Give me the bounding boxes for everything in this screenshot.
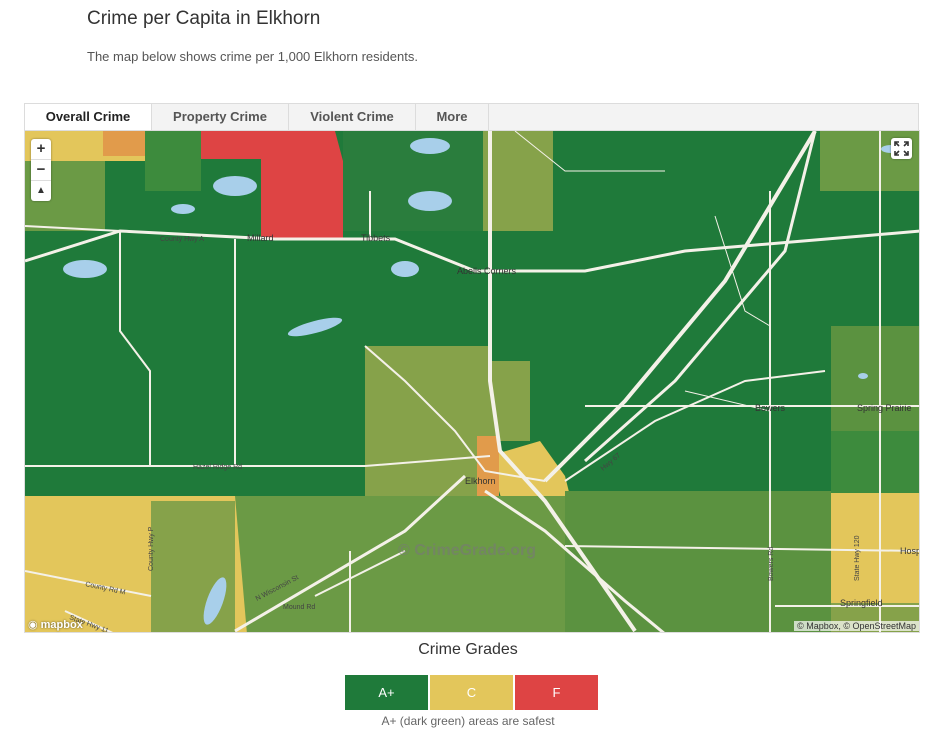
legend-swatch-a-plus: A+ — [345, 675, 428, 710]
legend-title: Crime Grades — [418, 641, 518, 658]
fullscreen-button[interactable] — [891, 138, 912, 159]
crime-map[interactable]: Millard Tibbets Abells Corners Elkhorn B… — [24, 130, 920, 633]
grade-area — [103, 131, 145, 156]
road-network — [25, 131, 919, 632]
page-subtitle: The map below shows crime per 1,000 Elkh… — [87, 49, 418, 64]
water-bodies — [63, 138, 901, 625]
tab-more[interactable]: More — [416, 104, 489, 130]
place-label: Spring Prairie — [857, 403, 912, 413]
fullscreen-icon — [894, 141, 909, 156]
legend-swatch-f: F — [515, 675, 598, 710]
tab-overall-crime[interactable]: Overall Crime — [25, 104, 152, 130]
grade-area — [831, 431, 919, 496]
tab-violent-crime[interactable]: Violent Crime — [289, 104, 416, 130]
grade-area — [831, 326, 919, 431]
legend-note: A+ (dark green) areas are safest — [381, 714, 555, 728]
page-title: Crime per Capita in Elkhorn — [87, 8, 321, 29]
grade-area — [565, 491, 831, 632]
road-label: Hazel Ridge Rd — [193, 464, 242, 471]
grade-area — [151, 501, 235, 632]
place-label: Bowers — [755, 403, 786, 413]
compass-button[interactable]: ▲ — [36, 185, 46, 196]
grade-area — [235, 496, 565, 632]
grade-legend: A+ C F — [345, 675, 598, 710]
place-label: Tibbets — [361, 233, 391, 243]
map-canvas[interactable]: Millard Tibbets Abells Corners Elkhorn B… — [25, 131, 920, 633]
grade-area — [365, 346, 490, 496]
grade-area — [145, 131, 201, 191]
place-label: Abells Corners — [457, 266, 517, 276]
road-label: State Hwy 120 — [854, 535, 861, 581]
legend-swatch-c: C — [430, 675, 513, 710]
zoom-in-button[interactable]: + — [31, 139, 51, 160]
road-label: County Hwy P — [148, 526, 155, 571]
place-label: Hospi — [900, 546, 920, 556]
mapbox-logo-icon: ◉ — [28, 619, 41, 631]
tab-property-crime[interactable]: Property Crime — [152, 104, 289, 130]
grade-area — [483, 131, 553, 231]
crime-type-tabs: Overall Crime Property Crime Violent Cri… — [24, 103, 919, 130]
mapbox-logo[interactable]: ◉ mapbox — [28, 619, 83, 631]
grade-area-d — [477, 436, 499, 501]
place-label: Elkhorn — [465, 476, 496, 486]
map-attribution[interactable]: © Mapbox, © OpenStreetMap — [794, 621, 919, 631]
place-label: Springfield — [840, 598, 883, 608]
road-label: Mound Rd — [283, 604, 315, 611]
watermark: © CrimeGrade.org — [398, 542, 537, 559]
road-label: Bowers Rd — [768, 547, 775, 581]
grade-area-f — [201, 131, 343, 238]
zoom-out-button[interactable]: − — [31, 160, 51, 181]
road-label: County Hwy A — [160, 236, 204, 243]
place-label: Millard — [247, 233, 274, 243]
zoom-control: + − ▲ — [31, 139, 51, 201]
grade-area-c — [831, 493, 919, 603]
